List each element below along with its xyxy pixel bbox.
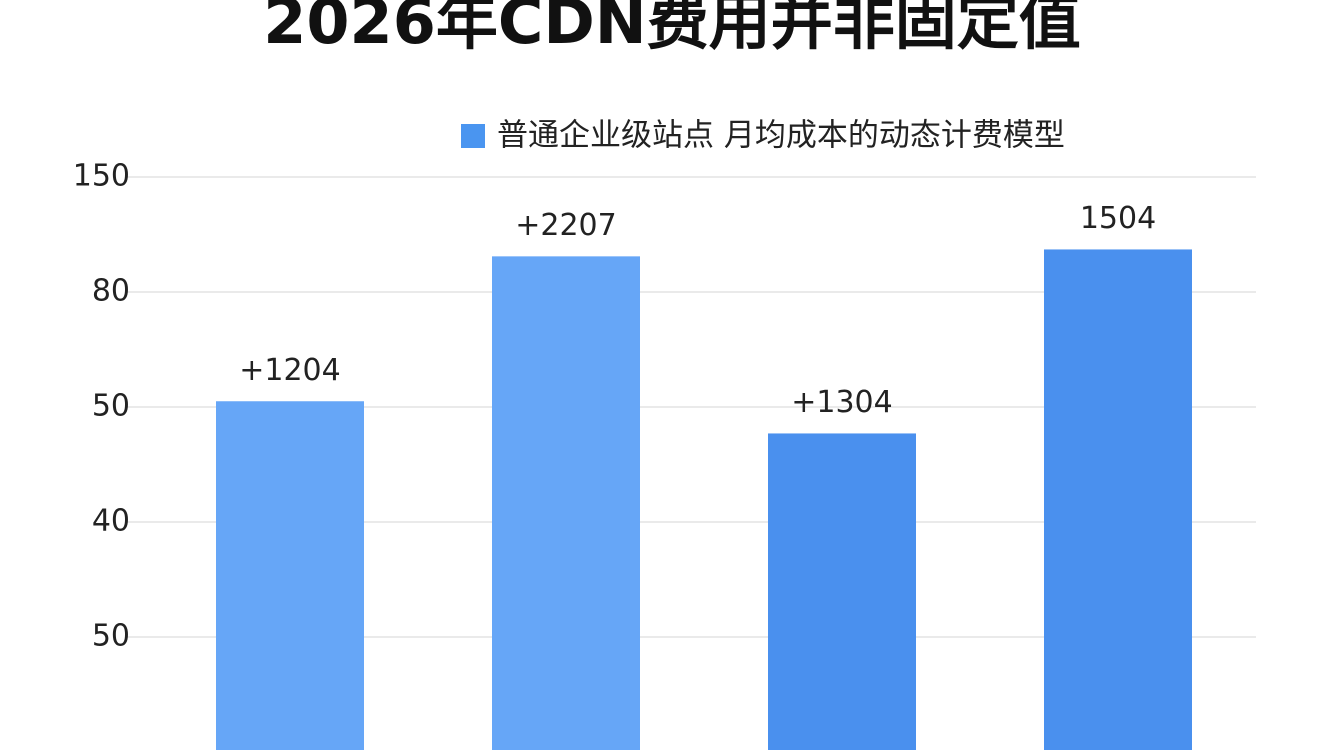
legend-label: 普通企业级站点 月均成本的动态计费模型 <box>497 118 1065 154</box>
chart-title: 2026年CDN费用并非固定值 <box>263 0 1080 58</box>
bar <box>1044 249 1192 750</box>
y-tick-label: 150 <box>73 159 130 194</box>
value-label: +1204 <box>239 353 340 388</box>
y-tick-label: 50 <box>92 619 130 654</box>
legend-swatch <box>461 124 485 148</box>
value-label: +2207 <box>515 208 616 243</box>
y-tick-label: 40 <box>92 504 130 539</box>
y-tick-label: 50 <box>92 389 130 424</box>
bar <box>216 401 364 750</box>
value-label: 1504 <box>1080 201 1156 236</box>
bar <box>768 433 916 750</box>
value-label: +1304 <box>791 385 892 420</box>
bar <box>492 256 640 750</box>
y-tick-label: 80 <box>92 274 130 309</box>
